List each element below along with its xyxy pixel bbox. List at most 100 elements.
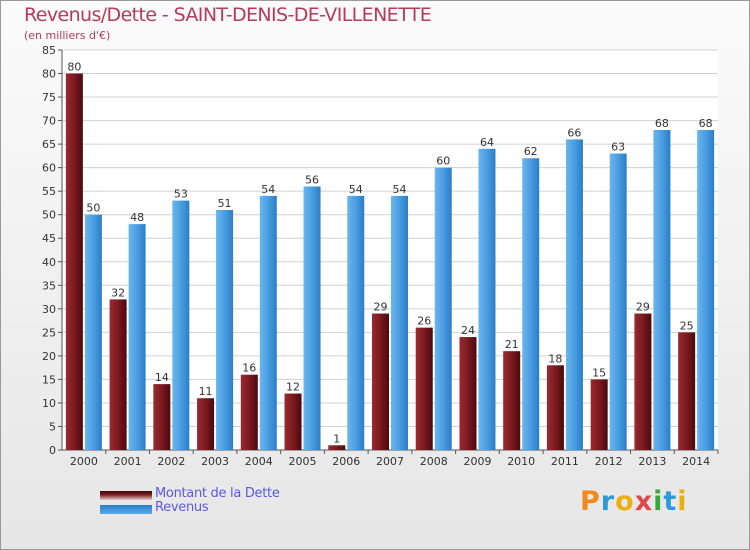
bar-dette: [459, 337, 477, 450]
x-tick-label: 2014: [682, 455, 710, 468]
data-label-revenus: 56: [305, 173, 319, 186]
data-label-dette: 25: [680, 319, 694, 332]
bar-revenus: [84, 214, 102, 450]
x-tick-label: 2006: [332, 455, 360, 468]
bar-revenus: [259, 195, 277, 450]
y-tick-label: 15: [42, 373, 56, 386]
bar-revenus: [391, 195, 408, 450]
x-tick-label: 2012: [595, 455, 623, 468]
bar-revenus: [434, 167, 452, 450]
y-tick-label: 30: [42, 303, 56, 316]
y-tick-label: 70: [42, 115, 56, 128]
bar-dette: [503, 351, 521, 450]
bar-revenus: [303, 186, 321, 450]
y-tick-label: 40: [42, 256, 56, 269]
data-label-revenus: 62: [524, 145, 538, 158]
y-tick-label: 50: [42, 209, 56, 222]
data-label-revenus: 54: [349, 183, 363, 196]
bar-revenus: [609, 153, 627, 450]
bar-dette: [109, 299, 127, 450]
bar-dette: [153, 384, 171, 450]
bar-dette: [372, 313, 389, 450]
data-label-revenus: 68: [699, 117, 713, 130]
bar-dette: [65, 73, 83, 450]
x-tick-label: 2000: [70, 455, 98, 468]
data-label-dette: 18: [548, 352, 562, 365]
data-label-dette: 15: [592, 366, 606, 379]
data-label-revenus: 63: [611, 141, 625, 154]
legend-swatch-dette: [100, 491, 152, 500]
y-tick-label: 55: [42, 185, 56, 198]
data-label-dette: 32: [111, 286, 125, 299]
data-label-revenus: 50: [86, 202, 100, 215]
bar-dette: [590, 379, 608, 450]
legend-label-revenus: Revenus: [155, 500, 209, 515]
bar-dette: [415, 327, 433, 450]
bar-revenus: [478, 148, 496, 450]
bar-dette: [328, 445, 346, 450]
bar-revenus: [653, 130, 671, 450]
data-label-dette: 1: [333, 432, 340, 445]
bar-dette: [240, 374, 258, 450]
y-tick-label: 20: [42, 350, 56, 363]
y-tick-label: 45: [42, 232, 56, 245]
logo-letter: P: [580, 486, 601, 517]
bar-revenus: [522, 158, 540, 450]
bar-revenus: [565, 139, 583, 451]
data-label-revenus: 48: [130, 211, 144, 224]
legend-swatch-revenus: [100, 505, 152, 514]
x-tick-label: 2001: [114, 455, 142, 468]
bar-dette: [634, 313, 652, 450]
data-label-dette: 24: [461, 324, 475, 337]
data-label-dette: 16: [242, 362, 256, 375]
data-label-revenus: 68: [655, 117, 669, 130]
data-label-revenus: 53: [174, 188, 188, 201]
data-label-dette: 11: [199, 385, 213, 398]
chart-unit-label: (en milliers d'€): [24, 29, 111, 42]
data-label-dette: 14: [155, 371, 169, 384]
bar-revenus: [697, 130, 715, 450]
proxiti-logo: Proxiti: [580, 486, 688, 517]
x-tick-label: 2013: [638, 455, 666, 468]
y-tick-label: 60: [42, 162, 56, 175]
y-tick-label: 85: [42, 44, 56, 57]
bar-dette: [197, 398, 215, 450]
data-label-revenus: 54: [393, 183, 407, 196]
logo-letter: i: [653, 486, 664, 517]
data-label-dette: 80: [67, 61, 81, 74]
legend-label-dette: Montant de la Dette: [155, 486, 280, 501]
bar-dette: [546, 365, 564, 450]
logo-letter: i: [677, 486, 688, 517]
y-tick-label: 25: [42, 326, 56, 339]
bar-dette: [284, 393, 302, 450]
logo-letter: o: [615, 486, 635, 517]
bar-dette: [678, 332, 696, 450]
plot-area: [62, 50, 718, 450]
y-tick-label: 75: [42, 91, 56, 104]
logo-letter: x: [634, 486, 654, 517]
x-tick-label: 2008: [420, 455, 448, 468]
data-label-dette: 29: [374, 301, 388, 314]
y-tick-label: 35: [42, 279, 56, 292]
y-tick-label: 0: [49, 444, 56, 457]
data-label-dette: 29: [636, 301, 650, 314]
data-label-revenus: 64: [480, 136, 494, 149]
x-tick-label: 2005: [289, 455, 317, 468]
bar-revenus: [128, 224, 146, 450]
data-label-revenus: 51: [218, 197, 232, 210]
x-tick-label: 2004: [245, 455, 273, 468]
x-tick-label: 2010: [507, 455, 535, 468]
chart-title: Revenus/Dette - SAINT-DENIS-DE-VILLENETT…: [24, 4, 432, 26]
y-tick-label: 10: [42, 397, 56, 410]
y-tick-label: 5: [49, 420, 56, 433]
x-tick-label: 2002: [157, 455, 185, 468]
data-label-dette: 26: [417, 315, 431, 328]
data-label-dette: 21: [505, 338, 519, 351]
bar-revenus: [172, 200, 190, 450]
bar-revenus: [347, 195, 365, 450]
x-tick-label: 2009: [463, 455, 491, 468]
y-tick-label: 80: [42, 68, 56, 81]
data-label-revenus: 54: [261, 183, 275, 196]
logo-letter: r: [600, 486, 616, 517]
